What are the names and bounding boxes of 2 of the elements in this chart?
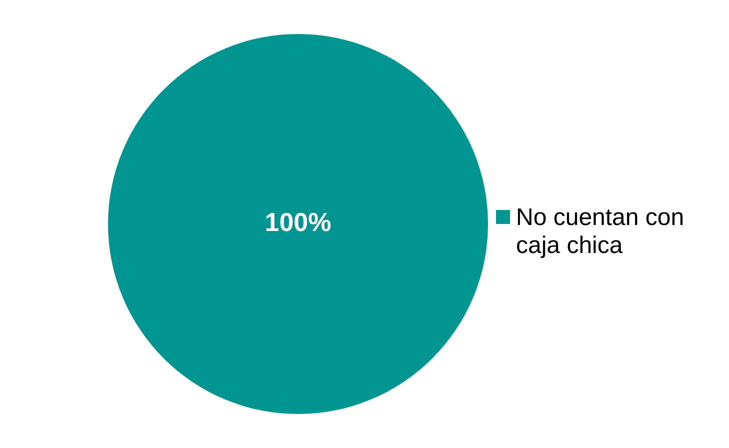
legend-label: No cuentan con caja chica [516,204,686,260]
data-label: 100% [264,207,332,238]
